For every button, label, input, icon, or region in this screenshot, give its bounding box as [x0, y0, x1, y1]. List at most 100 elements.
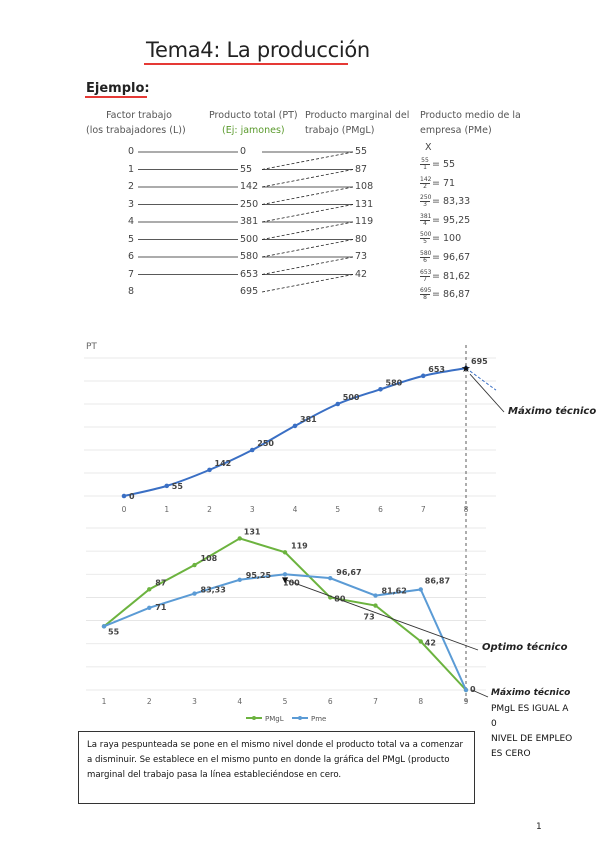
connector-pt-pmgl-dashed [261, 239, 354, 258]
pme-result: = 83,33 [432, 196, 471, 208]
table-cell-l: 3 [128, 198, 135, 210]
pt-point [420, 373, 426, 379]
pme-result: = 100 [432, 233, 462, 245]
pme-point [237, 577, 242, 582]
pm-x-tick-label: 9 [464, 697, 469, 706]
pme-point [147, 605, 152, 611]
pmgl-point [237, 536, 242, 541]
pt-point [164, 483, 170, 489]
pme-numerator: 381 [420, 212, 432, 221]
max-tecnico-pointer [469, 373, 505, 413]
pmgl-data-label: 42 [425, 638, 436, 647]
pme-data-label: 83,33 [201, 586, 226, 595]
pmgl-data-label: 0 [470, 685, 476, 694]
pm-x-tick-label: 1 [102, 697, 107, 706]
pme-series-line [103, 573, 467, 691]
table-cell-l: 5 [128, 233, 135, 245]
header-pmgl-line1: Producto marginal del [305, 110, 410, 121]
pmgl-point [147, 587, 152, 592]
note-box: La raya pespunteada se pone en el mismo … [78, 731, 475, 804]
pmgl-point [373, 603, 378, 608]
connector-pt-pmgl-dashed [261, 221, 354, 240]
pme-data-label: 95,25 [246, 571, 272, 580]
pt-point [249, 447, 255, 453]
pme-denominator: 3 [423, 201, 427, 209]
pme-numerator: 653 [420, 268, 432, 277]
pt-data-label: 653 [428, 365, 445, 374]
right-note: PMgL ES IGUAL A 0 NIVEL DE EMPLEO ES CER… [491, 702, 572, 762]
table-cell-pt: 142 [240, 181, 259, 192]
pt-data-label: 580 [386, 378, 403, 387]
table-cell-pt: 653 [240, 268, 259, 280]
header-pme-line1: Producto medio de la [420, 110, 521, 121]
pme-data-label: 81,62 [382, 587, 407, 596]
header-pmgl-line2: trabajo (PMgL) [305, 125, 375, 136]
pt-x-tick-label: 7 [421, 505, 426, 514]
right-note-line: NIVEL DE EMPLEO [491, 734, 573, 744]
table-cell-pt: 695 [240, 286, 259, 297]
pmgl-data-label: 119 [291, 541, 308, 550]
pme-denominator: 5 [423, 238, 427, 246]
pmgl-data-label: 80 [334, 594, 346, 603]
pmgl-data-label: 55 [108, 627, 120, 636]
pt-decline-dashed [465, 367, 497, 391]
pm-x-tick-label: 8 [418, 697, 423, 706]
max-star-icon: ★ [461, 362, 471, 375]
table-cell-pmgl: 87 [355, 163, 368, 175]
legend-marker [298, 716, 302, 720]
pme-result: = 86,87 [432, 289, 471, 301]
table-cell-l: 0 [128, 146, 135, 157]
header-factor-line1: Factor trabajo [106, 110, 172, 121]
right-note-line: 0 [491, 719, 497, 729]
connector-pt-pmgl-dashed [261, 151, 354, 170]
table-cell-pmgl: 108 [355, 181, 374, 192]
table-cell-l: 7 [128, 268, 135, 280]
pme-result: = 71 [432, 177, 456, 189]
header-pme-line2: empresa (PMe) [420, 125, 492, 136]
pt-data-label: 695 [471, 357, 488, 366]
pme-point [418, 587, 423, 592]
pt-point [335, 401, 341, 407]
pme-result: = 81,62 [432, 270, 471, 282]
pme-result: = 96,67 [432, 252, 471, 263]
pt-x-tick-label: 6 [378, 505, 383, 514]
pme-numerator: 142 [420, 175, 432, 184]
table-cell-pmgl: 131 [355, 198, 374, 210]
table-cell-pmgl: 119 [355, 216, 374, 227]
pme-denominator: 1 [423, 164, 427, 171]
pm-x-tick-label: 2 [147, 697, 152, 706]
pt-series-line [123, 367, 467, 497]
pt-point [292, 423, 298, 429]
legend-label: PMgL [265, 715, 284, 723]
pme-denominator: 7 [423, 275, 427, 283]
pmgl-series-line [103, 537, 467, 691]
pt-x-tick-label: 4 [293, 505, 298, 514]
pm-x-tick-label: 7 [373, 697, 378, 706]
table-cell-l: 8 [128, 286, 135, 297]
pt-data-label: 250 [257, 439, 274, 448]
table-cell-pmgl: 42 [355, 268, 368, 280]
pt-data-label: 381 [300, 415, 317, 424]
pt-axis-label: PT [86, 342, 97, 352]
pme-point [328, 575, 333, 581]
pmgl-point [192, 562, 197, 568]
pme-data-label: 86,87 [425, 576, 450, 585]
pt-data-label: 142 [215, 459, 232, 468]
connector-pt-pmgl-dashed [261, 204, 354, 223]
example-label: Ejemplo: [86, 81, 150, 96]
pt-point [463, 365, 469, 371]
pt-point [207, 467, 212, 473]
pt-x-tick-label: 0 [122, 505, 127, 514]
title-underline [144, 63, 348, 65]
header-pt-line1: Producto total (PT) [209, 110, 298, 121]
table-cell-pt: 500 [240, 233, 259, 245]
table-connectors [138, 151, 354, 293]
pme-result: = 95,25 [432, 214, 471, 226]
header-factor: Factor trabajo [104, 108, 174, 123]
pme-point [192, 591, 197, 596]
legend-label: Pme [311, 715, 326, 723]
pme-numerator: 695 [420, 287, 432, 296]
pmgl-data-label: 73 [364, 613, 375, 622]
pme-denominator: 8 [423, 294, 427, 302]
